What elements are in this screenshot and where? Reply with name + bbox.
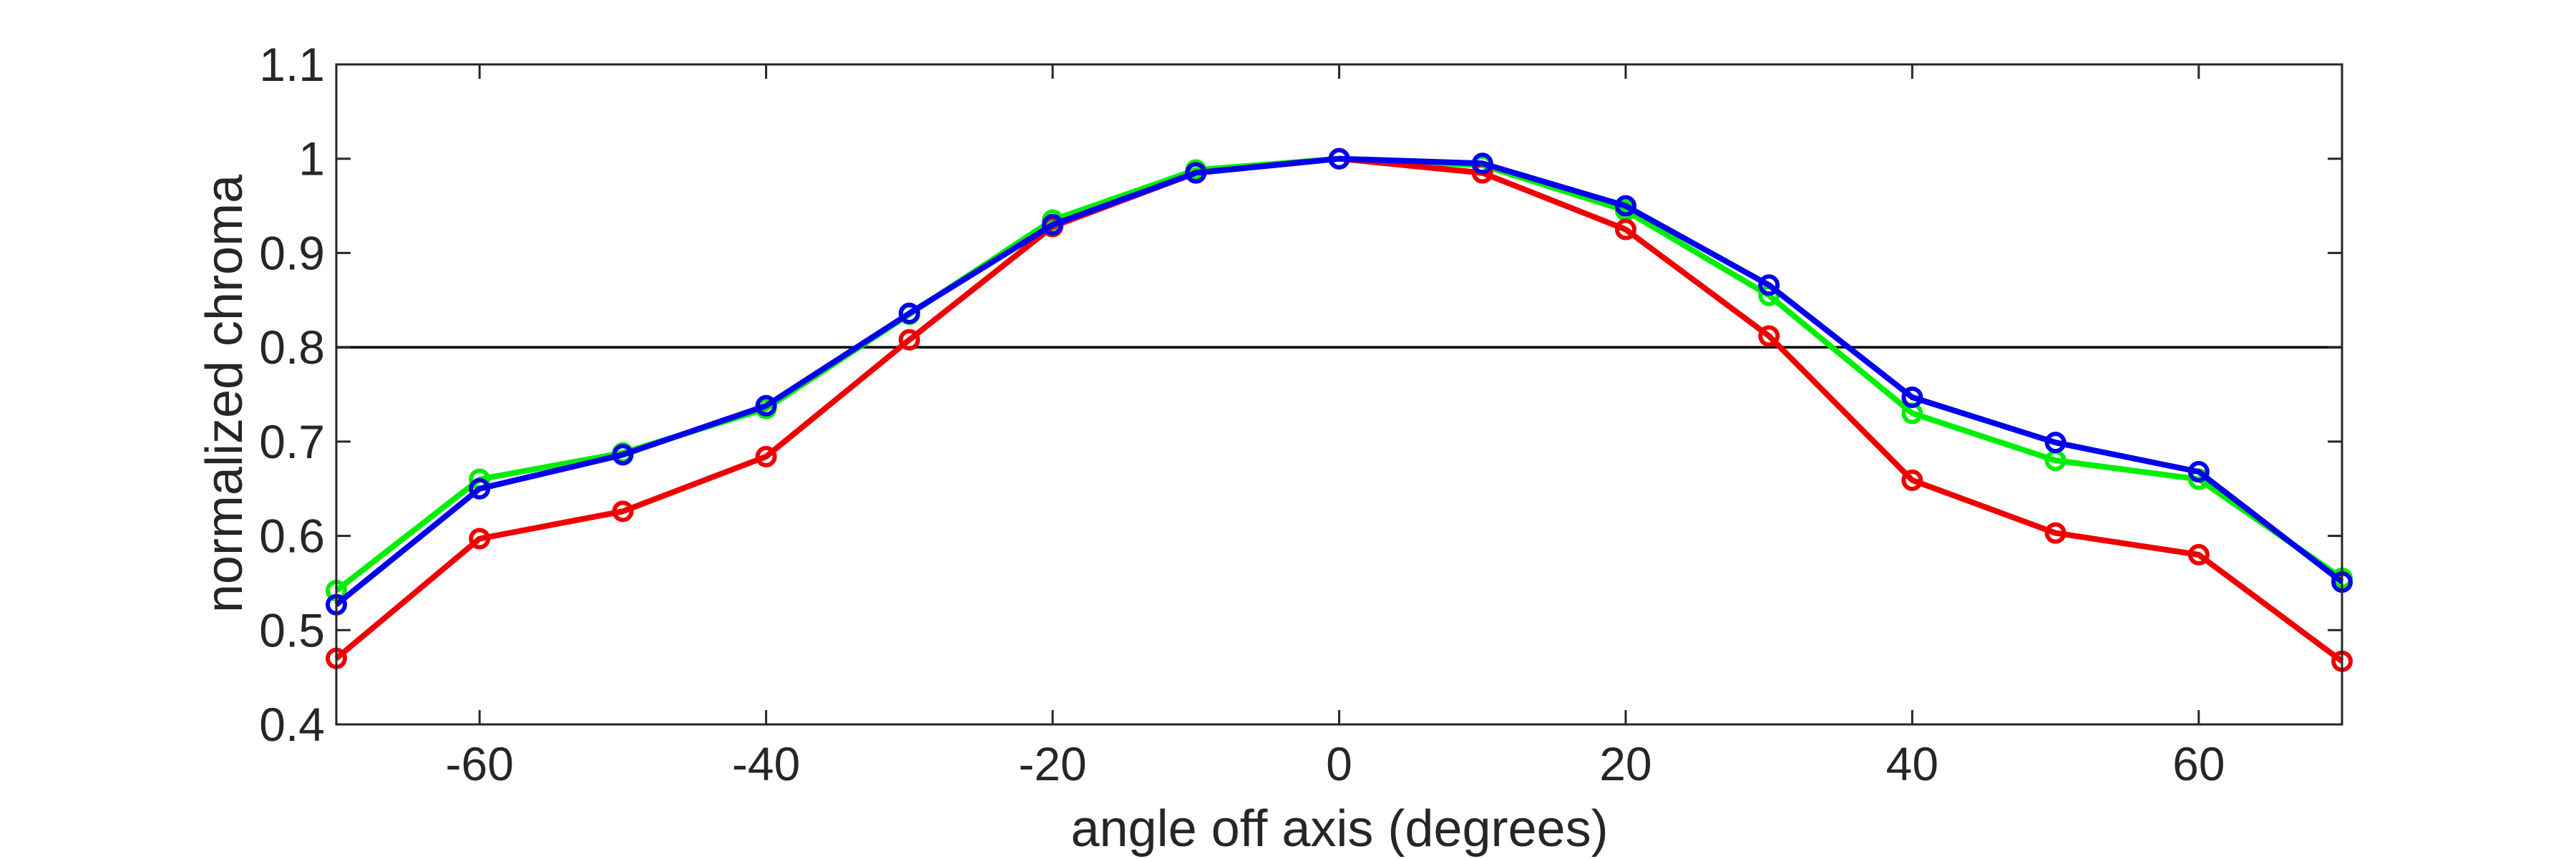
data-point [469,528,491,550]
data-point [1042,213,1064,236]
data-point [755,445,777,467]
data-point [2187,543,2210,566]
y-tick-label: 0.4 [259,698,325,751]
series-layer [326,147,2353,672]
y-axis-label: normalized chroma [196,174,253,613]
data-point [469,477,491,500]
y-tick-label: 0.6 [259,510,325,563]
data-point [1901,469,1923,491]
data-point [612,444,634,466]
data-point [2187,461,2210,483]
x-axis-label: angle off axis (degrees) [1070,800,1608,858]
series-line [334,155,2344,664]
data-point [1758,274,1780,296]
x-tick-label: -40 [732,737,800,790]
y-tick-label: 0.7 [259,415,325,468]
x-tick-label: 60 [2172,737,2225,790]
data-point [1614,195,1636,217]
x-tick-label: 20 [1599,737,1652,790]
data-point [898,329,920,351]
data-point [898,302,920,324]
series-line [334,155,2344,607]
data-point [1901,386,1923,408]
data-point [1471,152,1493,175]
x-tick-label: -20 [1018,737,1086,790]
data-point [1614,218,1636,241]
data-point [1328,147,1350,170]
data-point [1185,162,1207,184]
x-tick-label: -60 [446,737,514,790]
data-point [612,500,634,523]
data-point [2044,432,2067,454]
y-tick-label: 0.5 [259,603,325,656]
y-tick-label: 1.1 [259,38,325,91]
series-1 [326,147,2353,672]
y-tick-label: 0.9 [259,226,325,279]
data-point [2044,522,2067,544]
x-tick-label: 0 [1326,737,1352,790]
axes-layer [335,63,2343,726]
data-point [755,394,777,417]
tick-label-layer: -60 -40 -20 0 20 40 60 0.4 0.5 0.6 0.7 0.8 0.9 1 1.1 [259,38,2225,790]
y-tick-label: 1 [298,132,325,185]
y-tick-label: 0.8 [259,321,325,374]
data-point [1758,325,1780,347]
plot-area-frame [335,63,2343,726]
x-tick-label: 40 [1886,737,1938,790]
series-2 [326,147,2353,616]
